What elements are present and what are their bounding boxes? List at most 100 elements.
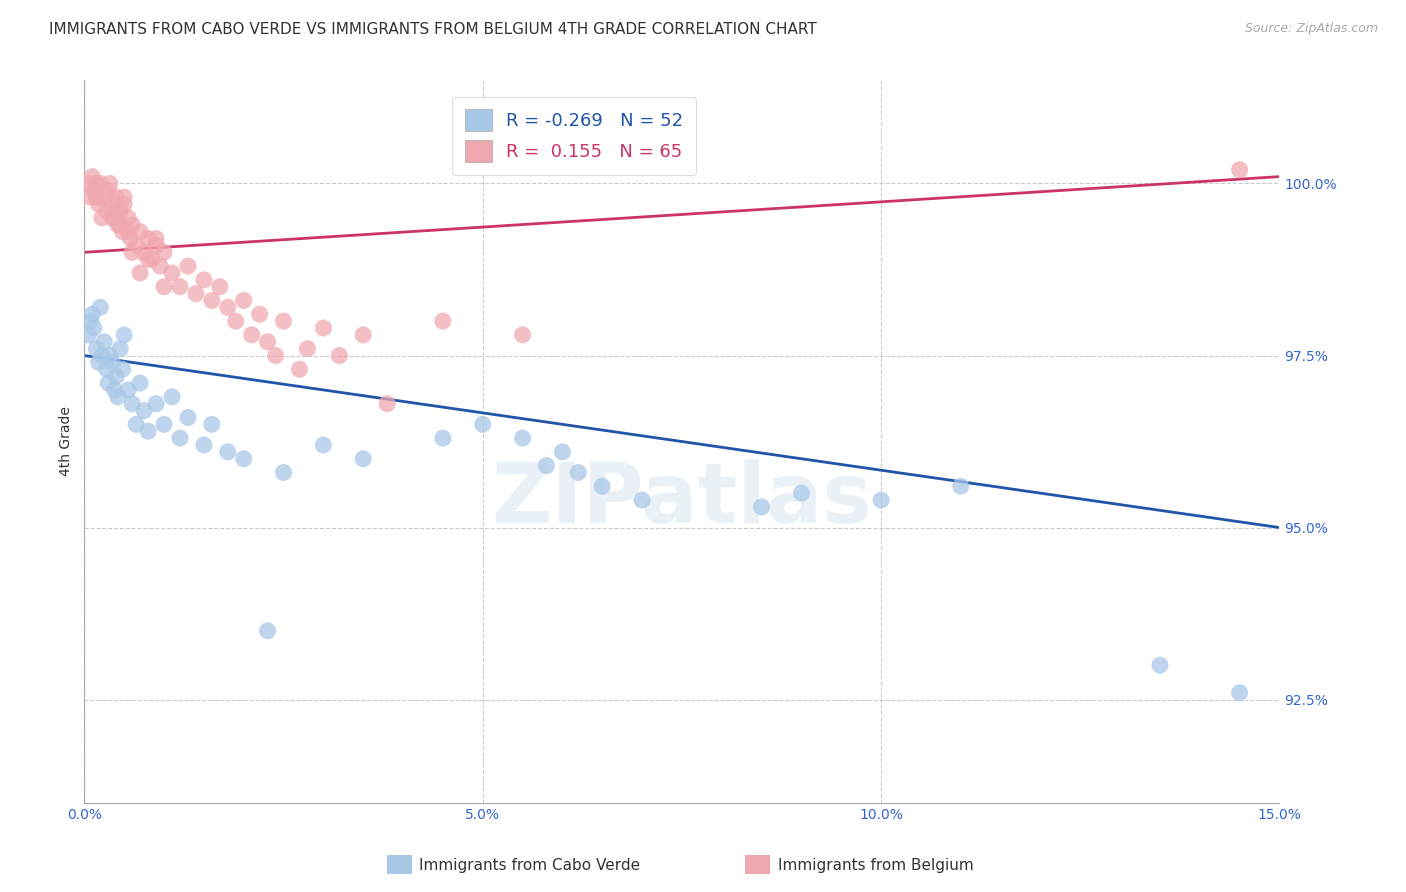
- Point: [240, 327, 263, 342]
- Point: [121, 397, 143, 411]
- Point: [111, 225, 134, 239]
- Point: [98, 177, 121, 191]
- Point: [129, 266, 152, 280]
- Point: [82, 307, 104, 321]
- Point: [232, 451, 254, 466]
- Point: [297, 342, 319, 356]
- Point: [112, 197, 135, 211]
- Point: [121, 218, 143, 232]
- Point: [98, 349, 121, 363]
- Point: [80, 314, 103, 328]
- Point: [273, 466, 295, 480]
- Point: [87, 355, 110, 369]
- Point: [105, 190, 128, 204]
- Point: [312, 321, 335, 335]
- Point: [104, 383, 127, 397]
- Point: [101, 355, 124, 369]
- Point: [232, 293, 254, 308]
- Point: [136, 424, 159, 438]
- Point: [104, 211, 127, 225]
- Point: [107, 218, 129, 232]
- Point: [132, 245, 156, 260]
- Legend: R = -0.269   N = 52, R =  0.155   N = 65: R = -0.269 N = 52, R = 0.155 N = 65: [451, 96, 696, 175]
- Point: [89, 177, 111, 191]
- Point: [117, 211, 139, 225]
- Point: [153, 245, 176, 260]
- Point: [273, 314, 295, 328]
- Point: [145, 238, 167, 252]
- Point: [145, 231, 167, 245]
- Point: [117, 225, 139, 239]
- Point: [184, 286, 207, 301]
- Point: [101, 197, 124, 211]
- Point: [77, 177, 100, 191]
- Point: [870, 493, 893, 508]
- Point: [112, 190, 135, 204]
- Point: [117, 383, 139, 397]
- Point: [129, 225, 152, 239]
- Point: [256, 624, 278, 638]
- Point: [136, 231, 159, 245]
- Point: [225, 314, 247, 328]
- Point: [132, 403, 156, 417]
- Point: [145, 397, 167, 411]
- Point: [129, 376, 152, 390]
- Point: [93, 190, 115, 204]
- Point: [256, 334, 278, 349]
- Point: [87, 197, 110, 211]
- Point: [136, 252, 159, 267]
- Point: [1229, 686, 1251, 700]
- Point: [201, 417, 224, 432]
- Point: [160, 266, 183, 280]
- Point: [111, 362, 134, 376]
- Point: [264, 349, 287, 363]
- Point: [153, 417, 176, 432]
- Point: [328, 349, 350, 363]
- Point: [149, 259, 172, 273]
- Point: [169, 279, 191, 293]
- Text: IMMIGRANTS FROM CABO VERDE VS IMMIGRANTS FROM BELGIUM 4TH GRADE CORRELATION CHAR: IMMIGRANTS FROM CABO VERDE VS IMMIGRANTS…: [49, 22, 817, 37]
- Point: [112, 327, 135, 342]
- Point: [83, 321, 105, 335]
- Point: [110, 204, 132, 219]
- Point: [89, 301, 111, 315]
- Point: [125, 238, 148, 252]
- Point: [591, 479, 613, 493]
- Text: Immigrants from Cabo Verde: Immigrants from Cabo Verde: [419, 858, 640, 872]
- Point: [101, 211, 124, 225]
- Point: [193, 273, 215, 287]
- Point: [96, 362, 118, 376]
- Point: [96, 204, 118, 219]
- Point: [141, 252, 163, 267]
- Point: [790, 486, 813, 500]
- Point: [352, 451, 374, 466]
- Point: [375, 397, 398, 411]
- Point: [97, 376, 120, 390]
- Point: [312, 438, 335, 452]
- Point: [105, 204, 128, 219]
- Point: [83, 183, 105, 197]
- Point: [471, 417, 494, 432]
- Point: [80, 190, 103, 204]
- Point: [86, 177, 108, 191]
- Point: [567, 466, 589, 480]
- Point: [193, 438, 215, 452]
- Point: [217, 301, 239, 315]
- Point: [82, 169, 104, 184]
- Point: [631, 493, 654, 508]
- Point: [177, 410, 200, 425]
- Text: Source: ZipAtlas.com: Source: ZipAtlas.com: [1244, 22, 1378, 36]
- Point: [551, 445, 574, 459]
- Point: [86, 190, 108, 204]
- Point: [201, 293, 224, 308]
- Point: [121, 245, 143, 260]
- Point: [177, 259, 200, 273]
- Point: [949, 479, 972, 493]
- Point: [93, 334, 115, 349]
- Point: [105, 369, 128, 384]
- Point: [86, 342, 108, 356]
- Point: [536, 458, 558, 473]
- Point: [249, 307, 271, 321]
- Point: [77, 327, 100, 342]
- Point: [153, 279, 176, 293]
